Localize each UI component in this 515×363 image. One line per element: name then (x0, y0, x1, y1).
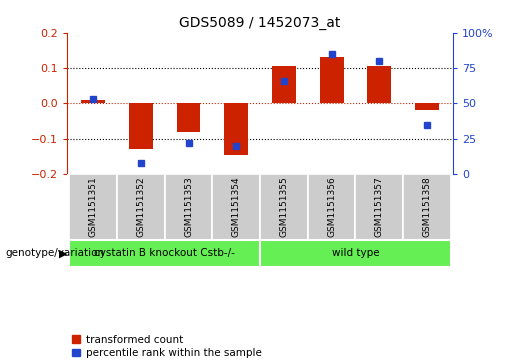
Text: GSM1151355: GSM1151355 (280, 176, 288, 237)
Bar (225, 103, 248, 155)
Text: GSM1151357: GSM1151357 (375, 176, 384, 237)
Bar (177, 103, 200, 132)
Bar (367, 66, 391, 103)
Bar (260, 174, 308, 240)
Bar (212, 174, 260, 240)
Text: ▶: ▶ (59, 248, 68, 258)
Bar (70, 240, 260, 267)
Bar (355, 174, 403, 240)
Text: GSM1151354: GSM1151354 (232, 176, 241, 237)
Text: wild type: wild type (332, 248, 379, 258)
Title: GDS5089 / 1452073_at: GDS5089 / 1452073_at (179, 16, 341, 30)
Bar (415, 103, 439, 110)
Bar (320, 57, 344, 103)
Bar (165, 174, 212, 240)
Text: GSM1151352: GSM1151352 (136, 176, 145, 237)
Bar (70, 174, 117, 240)
Text: cystatin B knockout Cstb-/-: cystatin B knockout Cstb-/- (94, 248, 235, 258)
Bar (81, 100, 105, 103)
Text: GSM1151358: GSM1151358 (422, 176, 432, 237)
Bar (260, 240, 451, 267)
Bar (129, 103, 153, 150)
Bar (308, 174, 355, 240)
Text: GSM1151356: GSM1151356 (327, 176, 336, 237)
Bar (403, 174, 451, 240)
Text: genotype/variation: genotype/variation (5, 248, 104, 258)
Bar (272, 66, 296, 103)
Text: GSM1151351: GSM1151351 (89, 176, 98, 237)
Text: GSM1151353: GSM1151353 (184, 176, 193, 237)
Bar (117, 174, 165, 240)
Legend: transformed count, percentile rank within the sample: transformed count, percentile rank withi… (72, 335, 262, 358)
